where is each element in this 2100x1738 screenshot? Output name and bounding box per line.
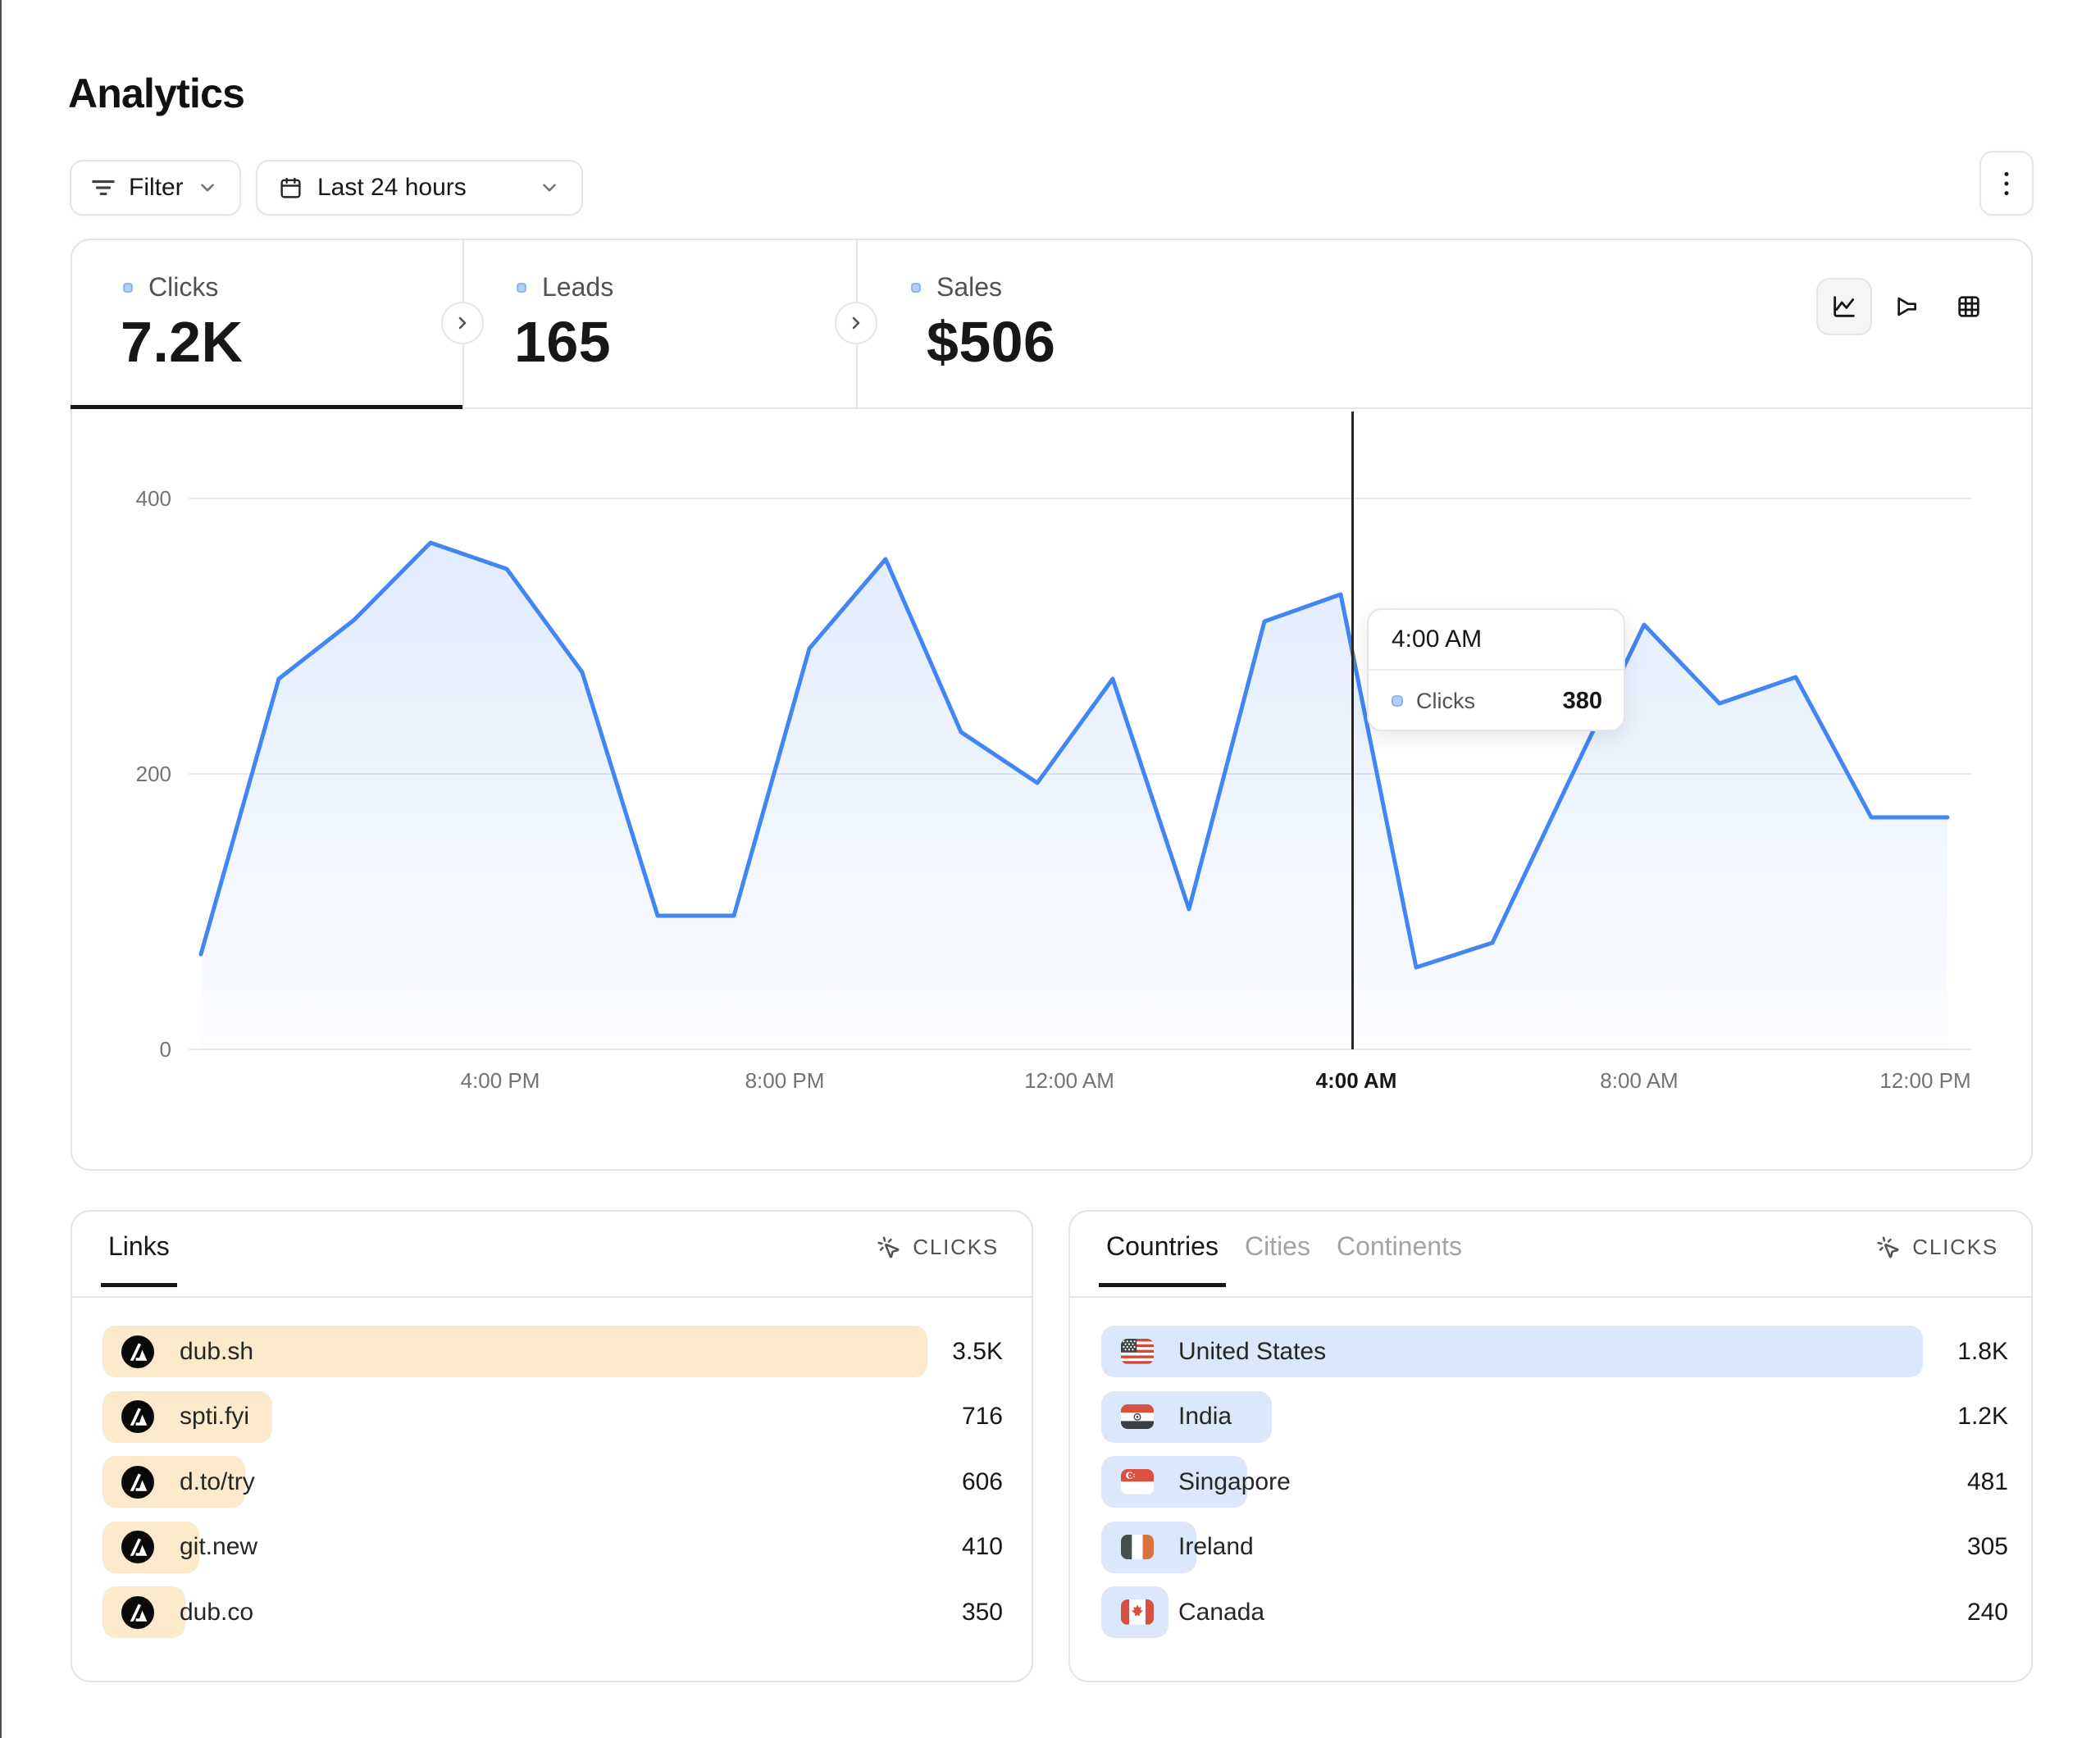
svg-text:12:00 AM: 12:00 AM [1024, 1068, 1114, 1093]
svg-text:8:00 PM: 8:00 PM [745, 1068, 825, 1093]
svg-text:12:00 PM: 12:00 PM [1879, 1068, 1970, 1093]
svg-text:200: 200 [136, 762, 171, 786]
svg-text:400: 400 [136, 486, 171, 511]
svg-text:4:00 PM: 4:00 PM [461, 1068, 540, 1093]
svg-text:4:00 AM: 4:00 AM [1316, 1068, 1397, 1093]
svg-text:8:00 AM: 8:00 AM [1600, 1068, 1678, 1093]
svg-text:0: 0 [160, 1037, 171, 1062]
